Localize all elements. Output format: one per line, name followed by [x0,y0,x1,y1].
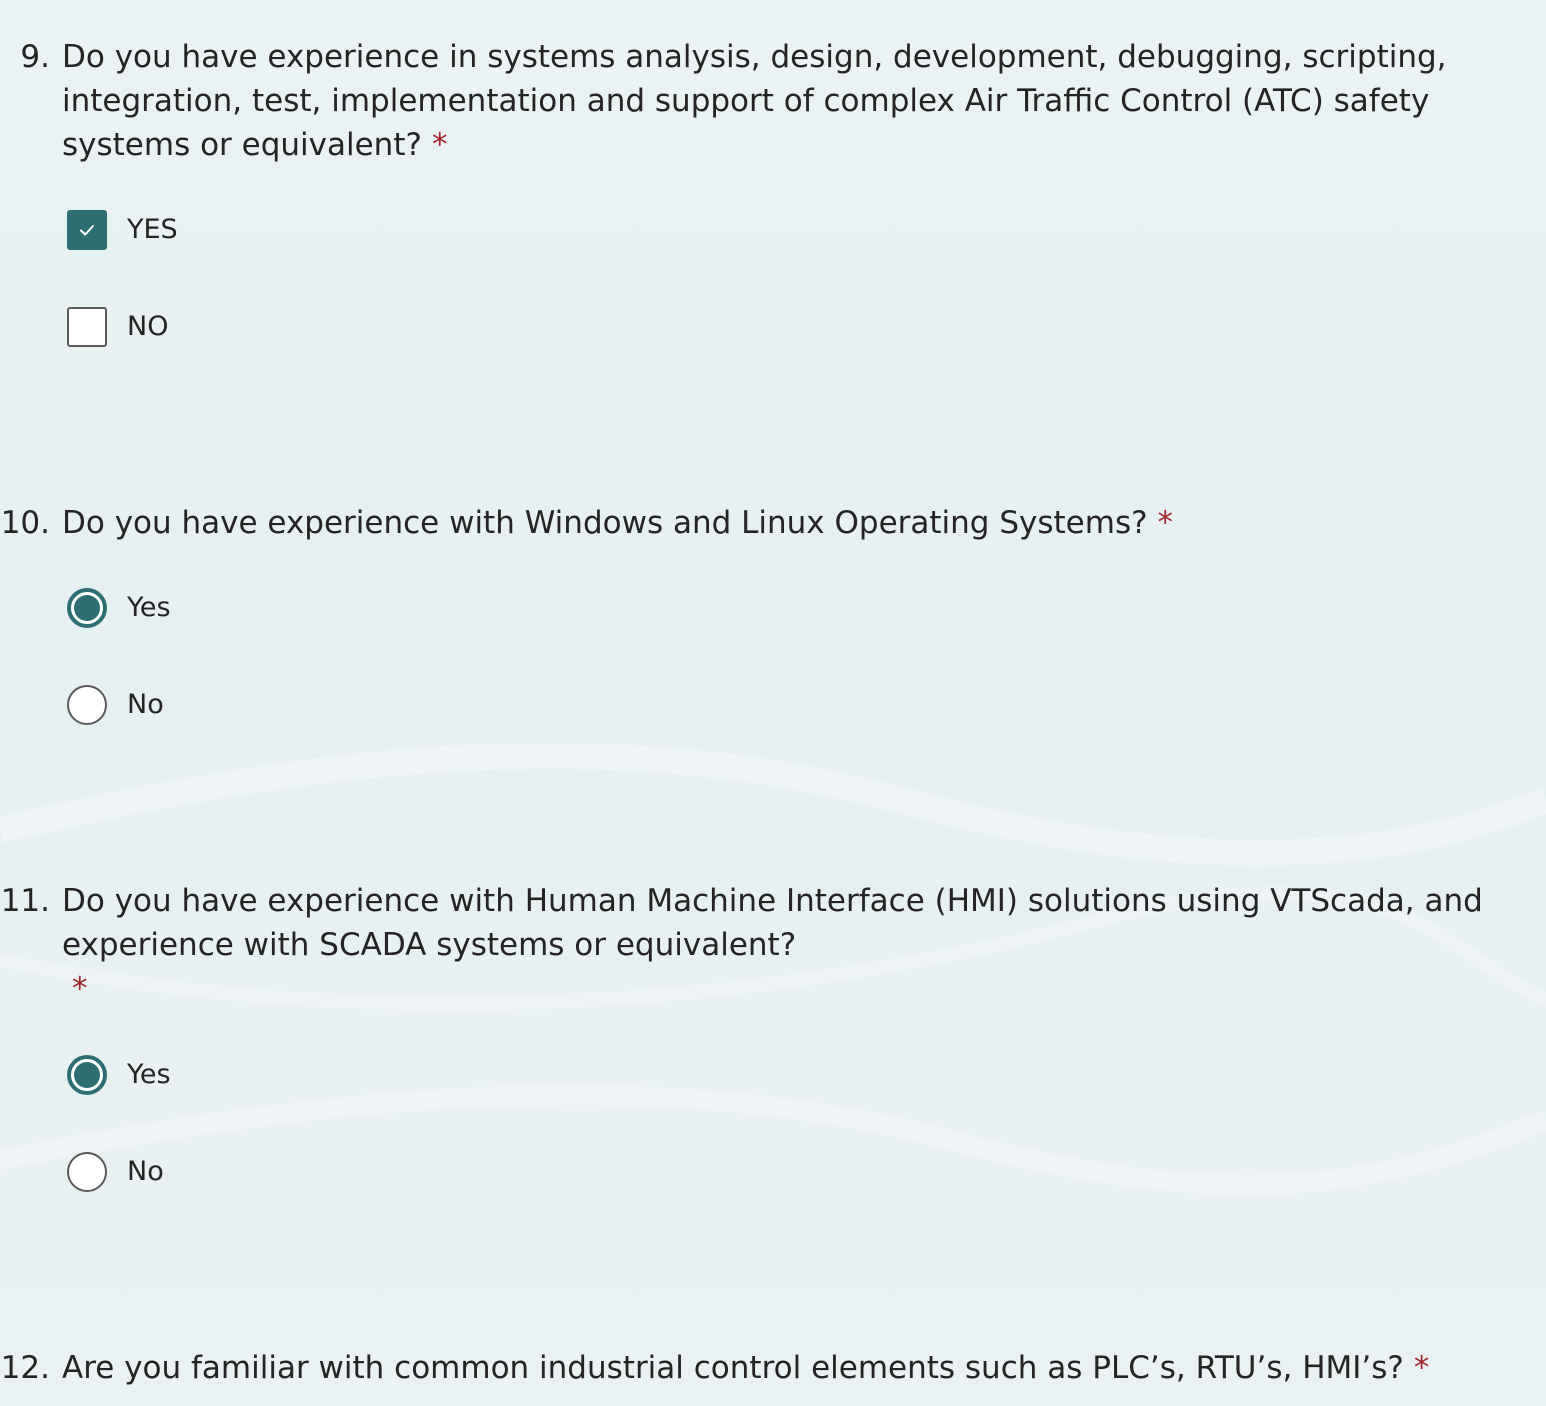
option-label[interactable]: No [127,689,164,720]
option-no-checkbox[interactable]: NO [67,307,168,347]
radio-selected[interactable] [67,588,107,628]
radio-unselected[interactable] [67,685,107,725]
radio-dot [74,1062,100,1088]
radio-dot [74,595,100,621]
question-title: Do you have experience with Windows and … [62,501,1532,545]
question-number: 10. [0,505,50,541]
option-label[interactable]: Yes [127,592,171,623]
question-title: Are you familiar with common industrial … [62,1346,1532,1390]
question-number: 12. [0,1350,50,1386]
option-no-radio[interactable]: No [67,1152,164,1192]
option-label[interactable]: NO [127,311,169,342]
required-asterisk: * [72,971,88,1007]
option-yes-checkbox[interactable]: YES [67,210,178,250]
option-no-radio[interactable]: No [67,685,164,725]
option-yes-radio[interactable]: Yes [67,588,171,628]
required-asterisk: * [431,127,448,163]
option-yes-radio[interactable]: Yes [67,1055,171,1095]
question-number: 9. [20,39,50,75]
option-label[interactable]: Yes [127,1059,171,1090]
radio-unselected[interactable] [67,1152,107,1192]
question-text: Are you familiar with common industrial … [62,1350,1404,1386]
question-number: 11. [0,883,50,919]
option-label[interactable]: YES [127,214,178,245]
question-title: Do you have experience with Human Machin… [62,879,1532,1011]
option-label[interactable]: No [127,1156,164,1187]
question-text: Do you have experience with Windows and … [62,505,1148,541]
required-asterisk: * [1157,505,1174,541]
check-icon [80,225,94,236]
question-title: Do you have experience in systems analys… [62,35,1532,167]
radio-selected[interactable] [67,1055,107,1095]
checkbox-unchecked[interactable] [67,307,107,347]
question-text: Do you have experience with Human Machin… [62,883,1483,963]
question-text: Do you have experience in systems analys… [62,39,1447,163]
required-asterisk: * [1413,1350,1430,1386]
checkbox-checked[interactable] [67,210,107,250]
